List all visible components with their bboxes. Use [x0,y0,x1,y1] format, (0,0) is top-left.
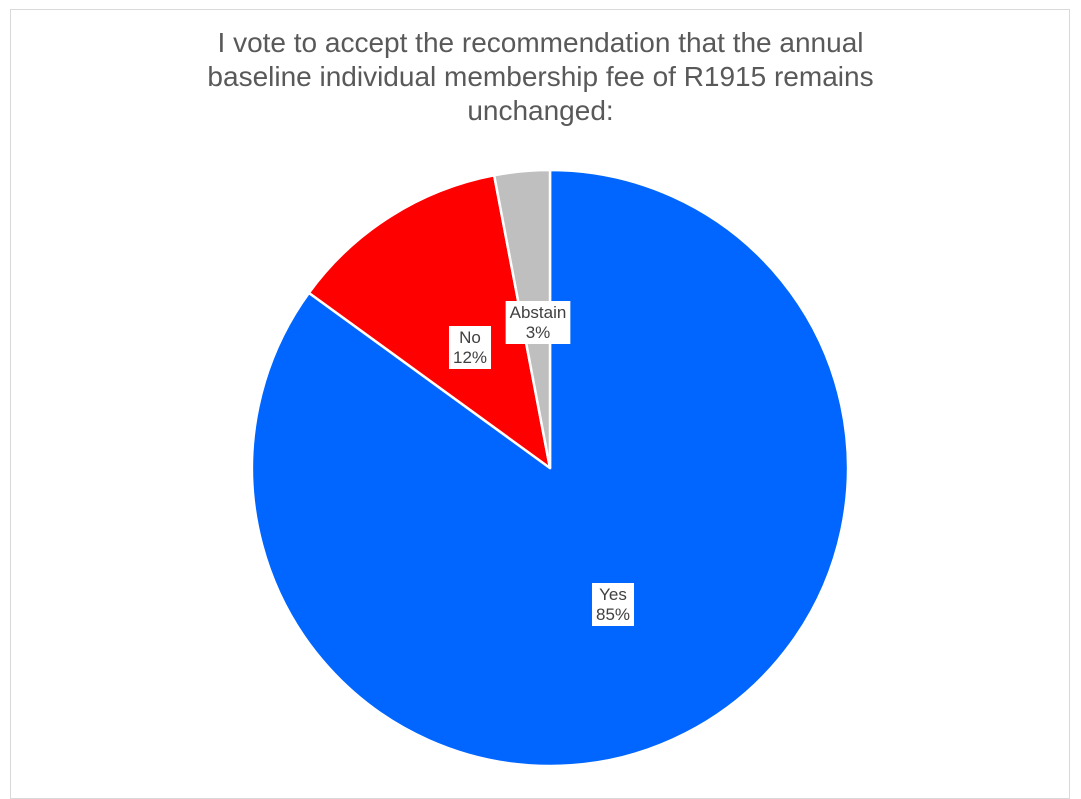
data-label-percent: 3% [526,323,551,342]
data-label-category: No [459,328,481,347]
data-label-box [448,326,492,369]
data-label-category: Yes [599,585,627,604]
data-label-category: Abstain [510,303,567,322]
chart-title-line-2: baseline individual membership fee of R1… [207,61,874,92]
data-label-percent: 12% [453,348,487,367]
data-label-percent: 85% [596,605,630,624]
chart-title-line-3: unchanged: [467,95,614,126]
pie-slice-no [307,174,552,470]
pie-slices [250,168,850,768]
data-label-box [505,301,571,344]
chart-title: I vote to accept the recommendation that… [0,26,1081,128]
chart-title-line-1: I vote to accept the recommendation that… [217,27,864,58]
data-label-box [591,583,635,626]
